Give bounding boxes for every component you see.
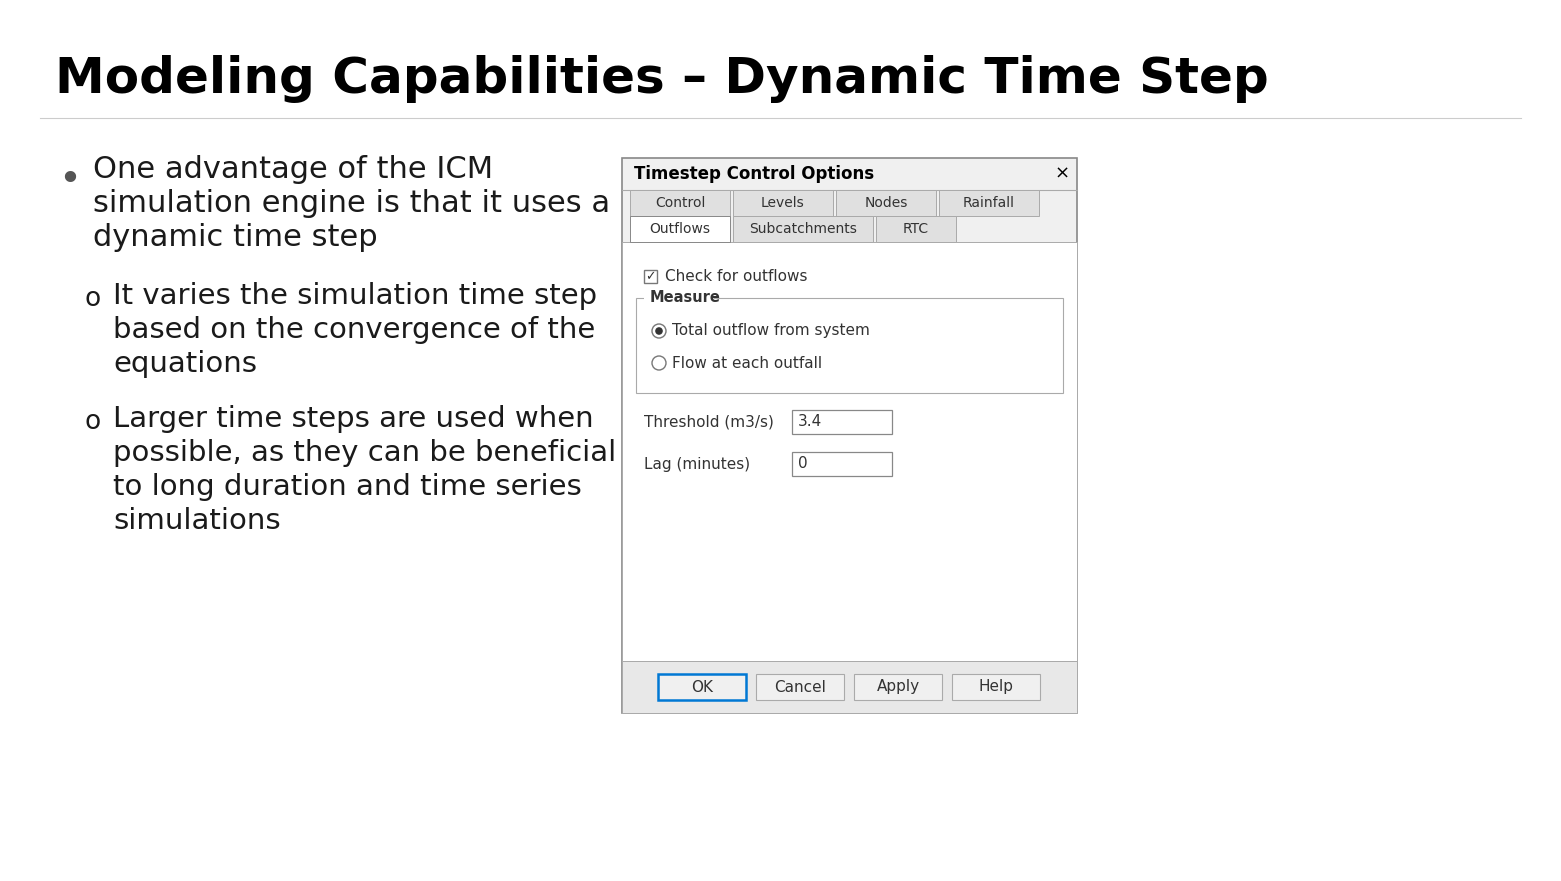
Bar [621,242,1077,661]
Text: Modeling Capabilities – Dynamic Time Step: Modeling Capabilities – Dynamic Time Ste… [55,55,1269,103]
Bar [621,158,1077,713]
Text: OK: OK [692,679,713,694]
Text: simulation engine is that it uses a: simulation engine is that it uses a [94,189,610,218]
Text: One advantage of the ICM: One advantage of the ICM [94,155,493,184]
Bar [659,674,746,700]
Bar [631,216,731,242]
Bar [876,216,955,242]
Text: Flow at each outfall: Flow at each outfall [671,356,823,371]
Text: possible, as they can be beneficial: possible, as they can be beneficial [112,439,617,467]
Text: RTC: RTC [902,222,929,236]
Bar [837,190,937,216]
Text: Control: Control [654,196,706,210]
Text: Measure: Measure [649,291,721,306]
Text: simulations: simulations [112,507,281,535]
Text: Rainfall: Rainfall [963,196,1015,210]
Text: •: • [58,161,81,199]
Circle shape [656,327,663,335]
Text: equations: equations [112,351,258,379]
Circle shape [652,324,667,338]
Text: dynamic time step: dynamic time step [94,223,378,252]
Text: Subcatchments: Subcatchments [749,222,857,236]
Bar [757,674,845,700]
Bar [854,674,943,700]
Text: ×: × [1054,165,1069,183]
Circle shape [652,356,667,370]
Text: 3.4: 3.4 [798,414,823,430]
Text: Lag (minutes): Lag (minutes) [645,456,751,471]
Bar [791,452,891,476]
Text: Check for outflows: Check for outflows [665,269,807,284]
Bar [645,290,713,306]
Text: ✓: ✓ [645,270,656,283]
Text: based on the convergence of the: based on the convergence of the [112,316,595,344]
Text: Cancel: Cancel [774,679,826,694]
Bar [940,190,1040,216]
Text: It varies the simulation time step: It varies the simulation time step [112,282,598,310]
Text: Help: Help [979,679,1015,694]
Bar [631,190,731,216]
Bar [635,298,1063,393]
Bar [645,270,657,283]
Text: to long duration and time series: to long duration and time series [112,473,582,500]
Text: 0: 0 [798,456,807,471]
Text: Apply: Apply [877,679,919,694]
Text: Levels: Levels [762,196,805,210]
Bar [734,190,834,216]
Text: Threshold (m3/s): Threshold (m3/s) [645,414,774,430]
Text: Larger time steps are used when: Larger time steps are used when [112,404,593,433]
Text: Total outflow from system: Total outflow from system [671,323,869,338]
Text: Nodes: Nodes [865,196,907,210]
Text: Timestep Control Options: Timestep Control Options [634,165,874,183]
Bar [952,674,1041,700]
Text: o: o [84,409,101,434]
Bar [791,410,891,434]
Bar [621,661,1077,713]
Bar [734,216,873,242]
Text: o: o [84,286,101,312]
Text: Outflows: Outflows [649,222,710,236]
